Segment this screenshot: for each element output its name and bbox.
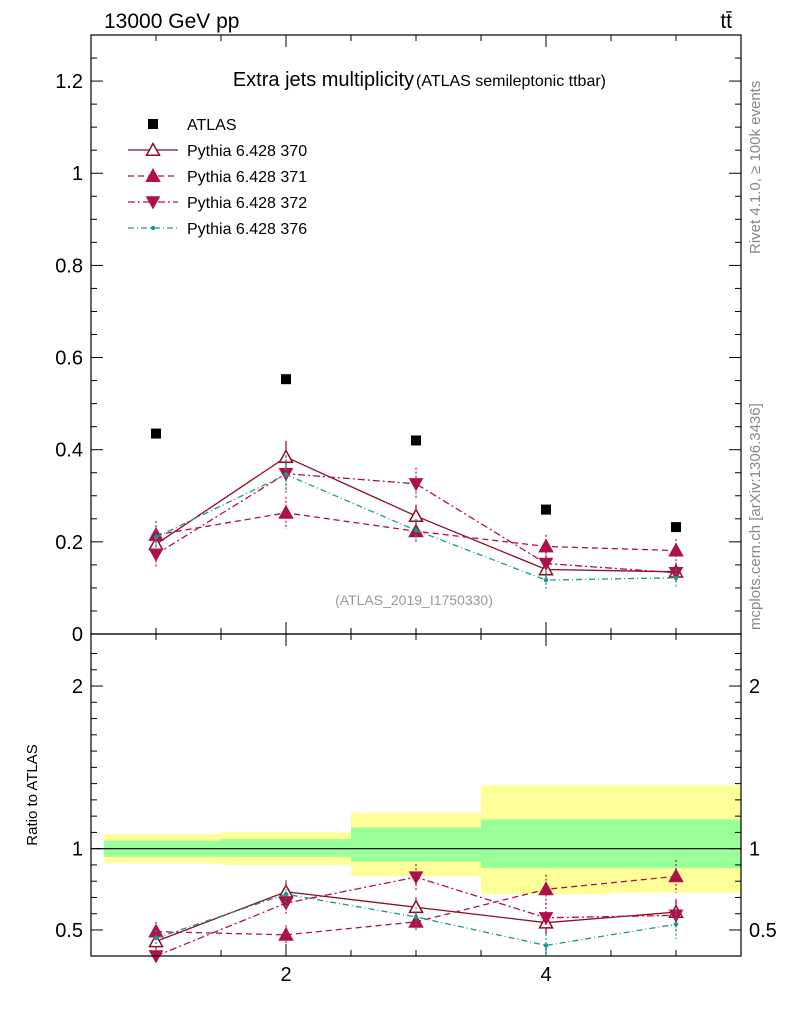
legend-py372-marker: [145, 196, 161, 210]
legend-py372-label: Pythia 6.428 372: [187, 195, 307, 212]
main-plot-title: Extra jets multiplicity: [233, 69, 414, 91]
legend-py371-marker: [145, 167, 161, 182]
main-py376-line: [155, 473, 677, 581]
main-plot-panel: 0 0.2 0.4 0.6 0.8 1 1.2 Extra jets multiplicit…: [55, 34, 742, 646]
ratio-py372-point: [408, 871, 424, 885]
ratio-plot-panel: 0.5 0.5 1 1 2 2 2 4 Ratio to ATLAS: [24, 633, 777, 986]
ratio-uncertainty-bands: [91, 785, 741, 895]
ratio-py372-point: [538, 912, 554, 926]
main-atlas-point: [151, 428, 161, 439]
ratio-band-inner: [351, 827, 481, 862]
rivet-label: Rivet 4.1.0, ≥ 100k events: [747, 81, 764, 254]
main-ytick-label: 1.2: [55, 71, 83, 93]
legend-atlas-label: ATLAS: [187, 117, 237, 134]
main-plot-ticks: 0 0.2 0.4 0.6 0.8 1 1.2: [55, 35, 741, 646]
ratio-py376-point: [543, 943, 549, 948]
main-ytick-label: 0.6: [55, 348, 83, 370]
main-atlas-point: [541, 504, 551, 515]
ratio-py372-point: [148, 950, 164, 964]
main-py372-point: [148, 548, 164, 562]
ratio-ytick-label: 2: [72, 676, 83, 698]
ratio-py371-point: [538, 881, 554, 896]
ratio-py376-point: [413, 914, 419, 920]
legend-py370-label: Pythia 6.428 370: [187, 143, 307, 160]
main-atlas-point: [281, 374, 291, 385]
main-py376-point: [413, 528, 419, 533]
ratio-py372-point: [278, 897, 294, 911]
ratio-py376-point: [153, 935, 159, 941]
main-py371-point: [668, 542, 684, 557]
main-py372-point: [538, 557, 554, 572]
main-atlas-point: [671, 522, 681, 533]
legend-py376-label: Pythia 6.428 376: [187, 221, 307, 238]
ratio-band-inner: [221, 838, 351, 857]
ratio-ytick-label-right: 1: [749, 839, 760, 861]
main-ytick-label: 0.8: [55, 255, 83, 277]
ratio-ytick-label-right: 2: [749, 676, 760, 698]
main-py372-point: [408, 478, 424, 492]
energy-label: 13000 GeV pp: [104, 10, 239, 33]
ratio-xtick-label: 4: [540, 964, 551, 986]
ratio-plot-series: [148, 860, 684, 964]
main-py371-point: [278, 504, 294, 519]
legend-py376-marker: [150, 225, 156, 231]
main-py372-line: [155, 472, 677, 574]
main-py376-point: [543, 577, 549, 583]
ratio-xtick-label: 2: [280, 964, 291, 986]
ratio-band-inner: [481, 819, 611, 869]
ratio-py376-point: [283, 892, 289, 897]
main-py376-point: [673, 575, 679, 580]
ratio-py371-point: [668, 868, 684, 883]
main-plot-subtitle: (ATLAS semileptonic ttbar): [416, 73, 606, 90]
main-atlas-point: [411, 435, 421, 446]
main-plot-series: [148, 374, 684, 590]
ratio-py371-point: [278, 926, 294, 941]
main-ytick-label: 0.2: [55, 532, 83, 554]
ratio-plot-ticks: 0.5 0.5 1 1 2 2 2 4: [55, 634, 777, 986]
main-py376-point: [283, 472, 289, 477]
analysis-tag: (ATLAS_2019_I1750330): [335, 592, 493, 608]
main-py376-point: [153, 535, 159, 540]
legend-atlas-marker: [148, 119, 158, 129]
site-label: mcplots.cern.ch [arXiv:1306.3436]: [747, 403, 764, 630]
main-ytick-label: 0: [72, 624, 83, 646]
ratio-ytick-label: 1: [72, 839, 83, 861]
legend-py371-label: Pythia 6.428 371: [187, 169, 307, 186]
legend: ATLAS Pythia 6.428 370 Pythia 6.428 371 Pyt…: [128, 117, 307, 238]
ratio-ytick-label-right: 0.5: [749, 920, 777, 942]
ratio-py376-point: [673, 922, 679, 927]
main-ytick-label: 1: [72, 163, 83, 185]
process-label: tt̄: [720, 10, 732, 33]
ratio-y-axis-label: Ratio to ATLAS: [24, 744, 41, 845]
main-ytick-label: 0.4: [55, 440, 83, 462]
ratio-ytick-label: 0.5: [55, 920, 83, 942]
main-py371-point: [538, 538, 554, 553]
legend-py370-marker: [145, 141, 161, 156]
ratio-plot-frame: [90, 633, 742, 957]
